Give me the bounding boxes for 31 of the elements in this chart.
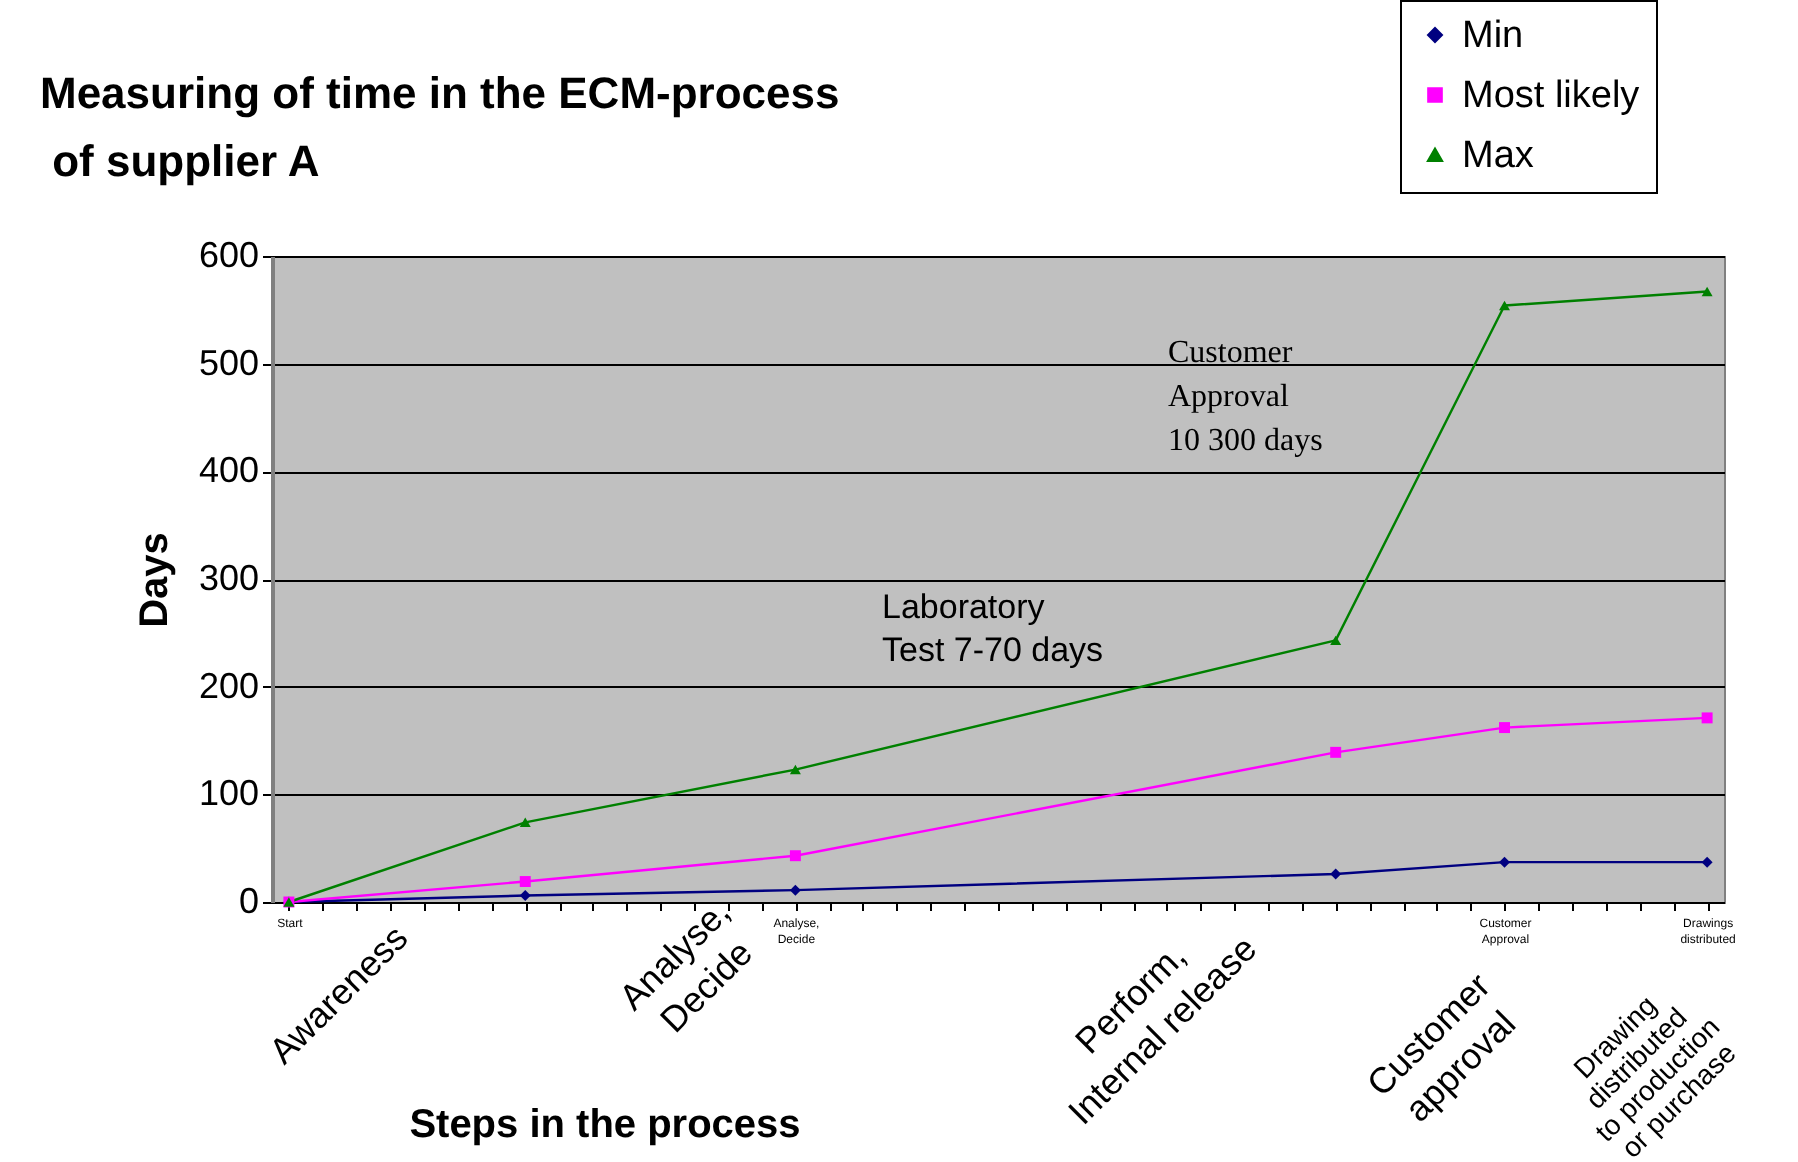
legend-label: Max xyxy=(1462,135,1535,177)
x-axis-title: Steps in the process xyxy=(409,1103,801,1147)
point xyxy=(1701,286,1713,297)
point xyxy=(519,876,531,888)
y-tick-label: 500 xyxy=(198,342,259,383)
point xyxy=(519,817,531,828)
point xyxy=(789,764,801,775)
y-tick-label: 100 xyxy=(198,773,259,814)
point xyxy=(789,884,801,896)
y-axis-title: Days xyxy=(132,532,177,628)
point xyxy=(789,850,801,862)
y-tick-label: 600 xyxy=(198,235,259,275)
point xyxy=(1499,300,1510,311)
legend-label: Min xyxy=(1462,15,1524,57)
legend-label: Most likely xyxy=(1462,75,1641,117)
point xyxy=(1701,856,1713,868)
y-tick-label: 200 xyxy=(198,665,259,706)
y-tick-label: 400 xyxy=(198,450,259,491)
annotation: Customer Approval 10 300 days xyxy=(1168,336,1323,458)
point xyxy=(1330,635,1342,646)
point xyxy=(1499,722,1510,734)
text: Measuring of time in the ECM-process xyxy=(40,68,840,118)
text: of supplier A xyxy=(52,136,320,186)
point xyxy=(1330,868,1342,880)
point xyxy=(1330,746,1342,758)
point xyxy=(1499,856,1510,868)
y-tick-label: 300 xyxy=(198,558,259,598)
annotation: Laboratory Test 7-70 days xyxy=(882,588,1104,669)
point xyxy=(1701,712,1713,724)
y-tick-label: 0 xyxy=(238,881,259,921)
point xyxy=(519,890,531,902)
